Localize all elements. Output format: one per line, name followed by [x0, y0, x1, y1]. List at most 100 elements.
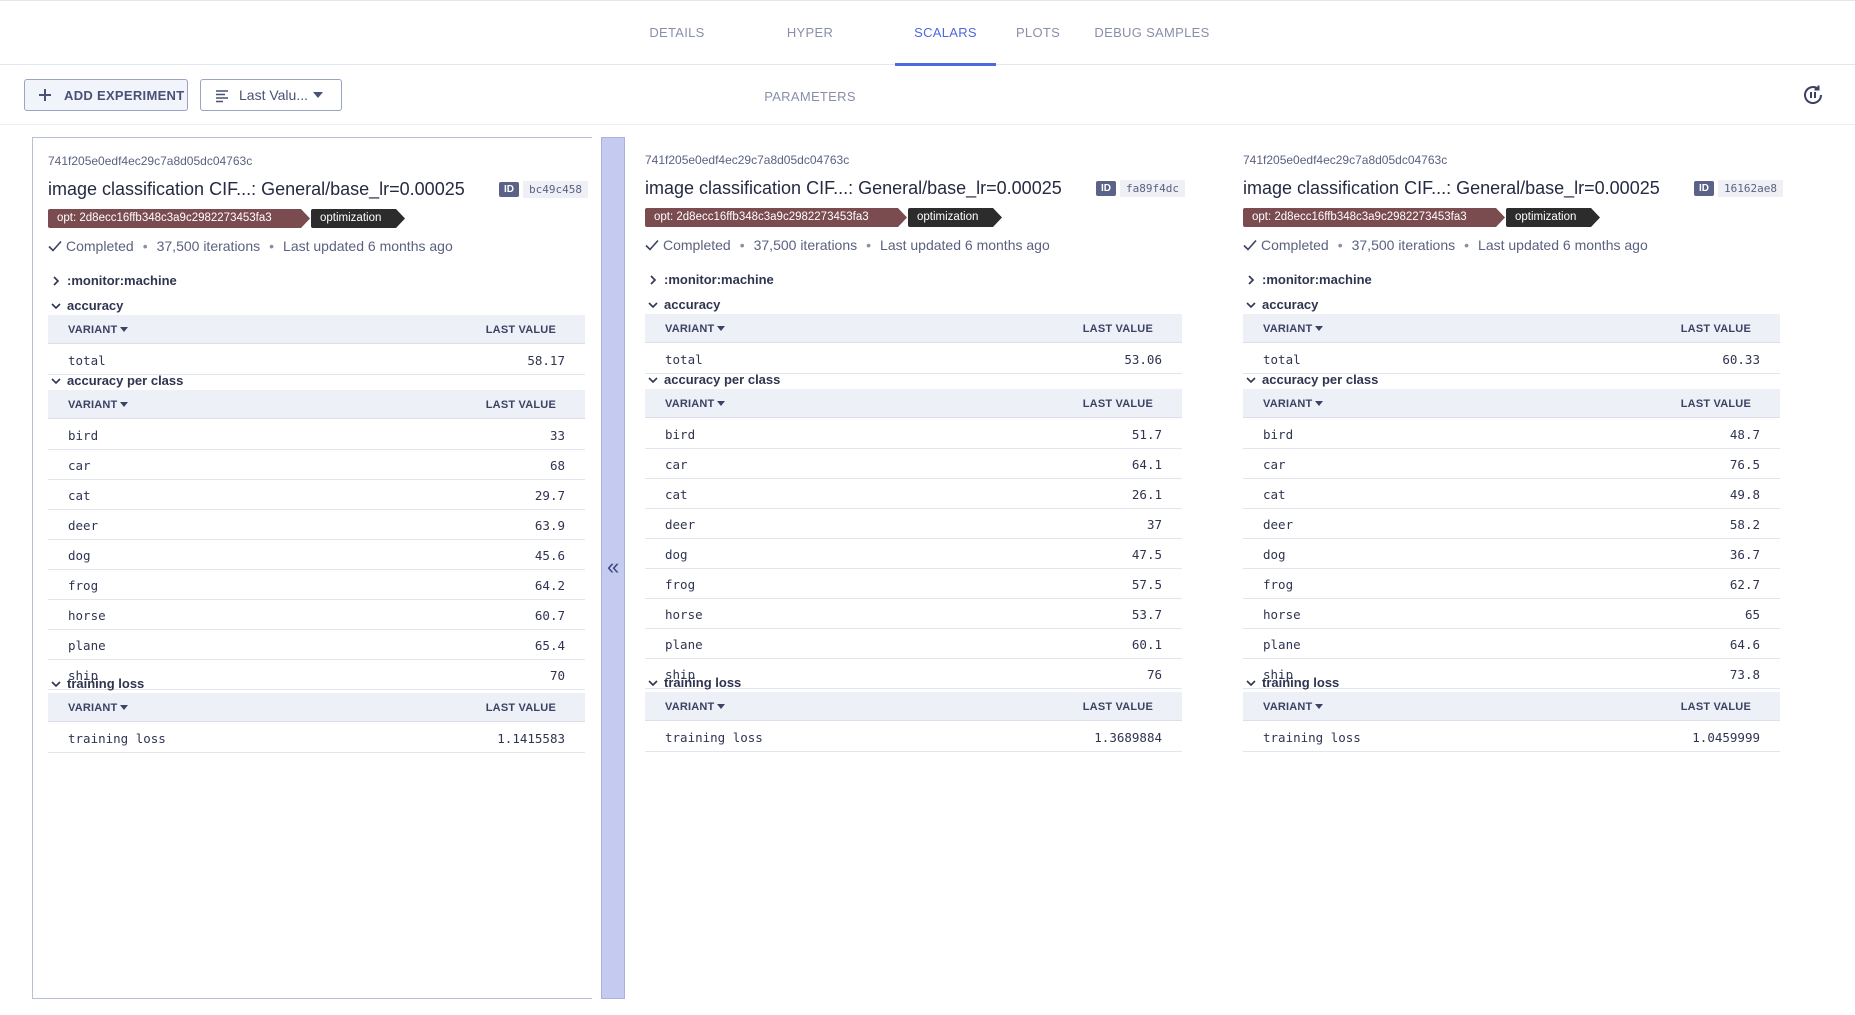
experiment-status-line: Completed • 37,500 iterations • Last updated…: [48, 238, 453, 254]
check-icon: [645, 239, 659, 251]
last-value-column-header: LAST VALUE: [1680, 701, 1751, 713]
variant-name: frog: [68, 578, 99, 593]
section-title: accuracy per class: [67, 373, 184, 388]
last-value: 33: [549, 428, 565, 443]
variant-column-header[interactable]: VARIANT: [68, 324, 129, 336]
tab-scalars[interactable]: SCALARS: [895, 1, 996, 66]
check-icon: [1243, 239, 1257, 251]
experiment-panel: 741f205e0edf4ec29c7a8d05dc04763c image c…: [630, 137, 1190, 999]
last-value-column-header: LAST VALUE: [485, 399, 556, 411]
variant-name: cat: [1263, 487, 1286, 502]
variant-name: training loss: [1263, 730, 1361, 745]
experiment-id[interactable]: bc49c458: [523, 181, 588, 198]
variant-name: frog: [665, 577, 696, 592]
table-row: horse 53.7: [645, 599, 1182, 629]
tab-hyper-parameters[interactable]: HYPER PARAMETERS: [764, 25, 856, 104]
last-value: 58.17: [527, 353, 565, 368]
tab-debug-samples[interactable]: DEBUG SAMPLES: [1094, 25, 1210, 40]
experiment-id[interactable]: fa89f4dc: [1120, 180, 1185, 197]
tab-plots[interactable]: PLOTS: [1015, 25, 1061, 40]
table-row: car 76.5: [1243, 449, 1780, 479]
tag-opt[interactable]: opt: 2d8ecc16ffb348c3a9c2982273453fa3: [1243, 208, 1505, 227]
sort-caret-icon: [120, 705, 129, 710]
last-value: 37: [1146, 517, 1162, 532]
table-row: dog 47.5: [645, 539, 1182, 569]
variant-column-header[interactable]: VARIANT: [68, 399, 129, 411]
variant-column-header[interactable]: VARIANT: [1263, 701, 1324, 713]
table-row: horse 60.7: [48, 600, 585, 630]
tag-optimization[interactable]: optimization: [1506, 208, 1600, 227]
sort-caret-icon: [1315, 704, 1324, 709]
last-value: 58.2: [1729, 517, 1760, 532]
table-row: car 68: [48, 450, 585, 480]
iterations-text: 37,500 iterations: [1351, 237, 1456, 253]
last-updated-text: Last updated 6 months ago: [1478, 237, 1648, 253]
table-header: VARIANT LAST VALUE: [1243, 389, 1780, 418]
iterations-text: 37,500 iterations: [156, 238, 261, 254]
experiment-name[interactable]: image classification CIF...: General/bas…: [48, 179, 465, 199]
separator-dot: •: [142, 238, 148, 254]
section-title: accuracy per class: [1262, 372, 1379, 387]
collapse-panel-handle[interactable]: «: [601, 137, 625, 999]
variant-column-header[interactable]: VARIANT: [1263, 323, 1324, 335]
table-row: deer 58.2: [1243, 509, 1780, 539]
last-value: 64.6: [1729, 637, 1760, 652]
variant-column-header[interactable]: VARIANT: [68, 702, 129, 714]
section-title: :monitor:machine: [664, 272, 774, 287]
variant-column-header[interactable]: VARIANT: [665, 323, 726, 335]
last-value: 36.7: [1729, 547, 1760, 562]
table-row: deer 63.9: [48, 510, 585, 540]
experiment-name[interactable]: image classification CIF...: General/bas…: [645, 178, 1062, 198]
separator-dot: •: [739, 237, 745, 253]
variant-column-header[interactable]: VARIANT: [1263, 398, 1324, 410]
project-id: 741f205e0edf4ec29c7a8d05dc04763c: [48, 154, 253, 168]
table-row: horse 65: [1243, 599, 1780, 629]
experiment-name[interactable]: image classification CIF...: General/bas…: [1243, 178, 1660, 198]
section-title: accuracy: [664, 297, 721, 312]
variant-name: horse: [1263, 607, 1301, 622]
experiment-tabs: DETAILS HYPER PARAMETERS SCALARS PLOTS D…: [0, 0, 1855, 104]
sort-caret-icon: [120, 327, 129, 332]
chevron-down-icon: [648, 377, 658, 384]
last-updated-text: Last updated 6 months ago: [283, 238, 453, 254]
variant-name: car: [68, 458, 91, 473]
tab-details[interactable]: DETAILS: [649, 25, 705, 40]
last-value: 29.7: [534, 488, 565, 503]
last-value: 70: [549, 668, 565, 683]
tag-optimization[interactable]: optimization: [311, 209, 405, 228]
sort-caret-icon: [120, 402, 129, 407]
tag-opt[interactable]: opt: 2d8ecc16ffb348c3a9c2982273453fa3: [48, 209, 310, 228]
tag-optimization[interactable]: optimization: [908, 208, 1002, 227]
variant-column-header[interactable]: VARIANT: [665, 701, 726, 713]
chevron-right-icon: [53, 276, 60, 286]
variant-name: training loss: [665, 730, 763, 745]
tag-opt[interactable]: opt: 2d8ecc16ffb348c3a9c2982273453fa3: [645, 208, 907, 227]
table-row: car 64.1: [645, 449, 1182, 479]
variant-name: horse: [68, 608, 106, 623]
table-row: total 60.33: [1243, 344, 1780, 374]
chevron-down-icon: [313, 92, 323, 98]
table-row: ship 73.8: [1243, 659, 1780, 689]
last-value: 49.8: [1729, 487, 1760, 502]
id-badge: ID: [499, 182, 519, 197]
sort-caret-icon: [1315, 326, 1324, 331]
variant-name: horse: [665, 607, 703, 622]
table-row: total 58.17: [48, 345, 585, 375]
last-value: 60.1: [1131, 637, 1162, 652]
table-row: frog 57.5: [645, 569, 1182, 599]
experiment-id[interactable]: 16162ae8: [1718, 180, 1783, 197]
variant-column-header[interactable]: VARIANT: [665, 398, 726, 410]
variant-name: dog: [68, 548, 91, 563]
double-chevron-left-icon: «: [607, 554, 620, 579]
add-experiment-button[interactable]: ADD EXPERIMENT: [24, 79, 188, 111]
variant-name: total: [68, 353, 106, 368]
last-value: 1.3689884: [1094, 730, 1162, 745]
table-row: bird 48.7: [1243, 419, 1780, 449]
section-title: training loss: [664, 675, 742, 690]
refresh-pause-icon[interactable]: [1801, 83, 1825, 107]
last-value: 1.1415583: [497, 731, 565, 746]
table-header: VARIANT LAST VALUE: [48, 390, 585, 419]
variant-name: bird: [1263, 427, 1294, 442]
value-type-select[interactable]: Last Valu...: [200, 79, 342, 111]
table-header: VARIANT LAST VALUE: [645, 692, 1182, 721]
